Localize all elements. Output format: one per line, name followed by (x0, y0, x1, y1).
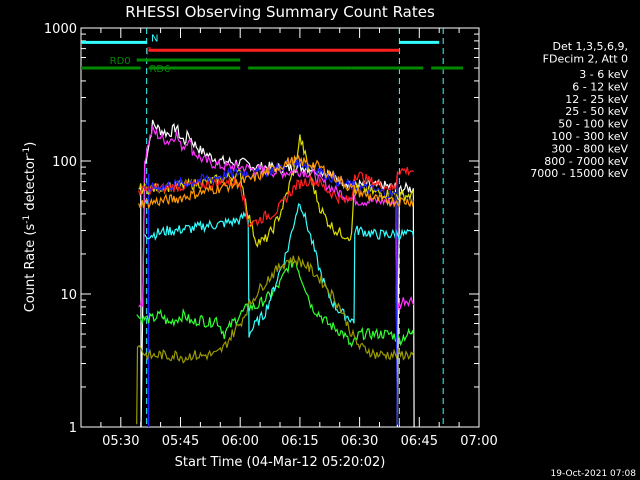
legend-label-8: 7000 - 15000 keV (530, 167, 628, 180)
series-group (136, 119, 415, 428)
y-tick-label: 100 (52, 155, 77, 170)
footer-timestamp: 19-Oct-2021 07:08 (551, 469, 637, 479)
series-line-1 (138, 125, 415, 311)
y-label-sup-2: -1 (22, 147, 32, 156)
x-tick-label: 05:30 (102, 434, 139, 449)
x-tick-label: 06:15 (281, 434, 318, 449)
rd-label-0: RD0 (110, 56, 131, 67)
legend-label-3: 25 - 50 keV (565, 105, 628, 118)
series-line-7 (138, 154, 415, 210)
legend-label-5: 100 - 300 keV (551, 130, 628, 143)
x-tick-label: 06:00 (221, 434, 258, 449)
legend-label-6: 300 - 800 keV (551, 142, 628, 155)
flag-bar-label: F (146, 46, 152, 57)
y-tick-label: 1000 (44, 22, 77, 37)
y-tick-label: 10 (60, 288, 77, 303)
y-label-main: Count Rate (s (23, 224, 38, 313)
series-line-3 (144, 203, 415, 338)
series-line-5 (138, 166, 414, 228)
x-tick-label: 05:45 (162, 434, 199, 449)
legend-header-1: FDecim 2, Att 0 (543, 52, 628, 65)
y-tick-label: 1 (69, 421, 77, 436)
legend: Det 1,3,5,6,9,FDecim 2, Att 0 3 - 6 keV6 … (530, 40, 628, 180)
y-label-sup-1: -1 (22, 215, 32, 224)
x-tick-label: 06:30 (341, 434, 378, 449)
chart-title: RHESSI Observing Summary Count Rates (125, 3, 435, 21)
rd-label-6: RD6 (149, 64, 170, 75)
legend-label-2: 12 - 25 keV (565, 93, 628, 106)
night-bar-label: N (151, 33, 158, 44)
x-tick-label: 06:45 (401, 434, 438, 449)
y-label-end: ) (23, 142, 38, 147)
axes: 1 10 100 1000 05:30 05:45 06:00 06:15 06:30 06:45… (44, 22, 498, 449)
legend-label-7: 800 - 7000 keV (544, 155, 628, 168)
legend-label-1: 6 - 12 keV (572, 80, 628, 93)
legend-label-0: 3 - 6 keV (579, 68, 628, 81)
y-label-middle: detector (23, 155, 38, 215)
x-axis-label: Start Time (04-Mar-12 05:20:02) (175, 455, 386, 470)
legend-label-4: 50 - 100 keV (558, 118, 628, 131)
legend-header-0: Det 1,3,5,6,9, (552, 40, 628, 53)
series-line-8 (136, 254, 415, 425)
x-tick-label: 07:00 (460, 434, 497, 449)
y-axis-label: Count Rate (s-1 detector-1) (22, 142, 38, 313)
